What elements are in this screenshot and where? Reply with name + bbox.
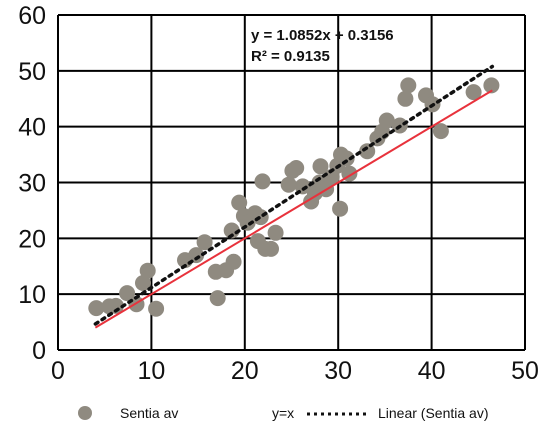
legend-label-yx: y=x bbox=[272, 405, 294, 421]
y-tick-label: 30 bbox=[18, 170, 46, 198]
data-point bbox=[226, 254, 242, 270]
data-point bbox=[148, 301, 164, 317]
x-tick-label: 10 bbox=[137, 357, 165, 385]
data-point bbox=[281, 177, 297, 193]
data-point bbox=[263, 241, 279, 257]
data-point bbox=[268, 225, 284, 241]
trendline-equation: y = 1.0852x + 0.3156 bbox=[251, 27, 394, 44]
x-tick-label: 20 bbox=[231, 357, 259, 385]
series-lines bbox=[95, 66, 492, 327]
legend-label-sentia: Sentia av bbox=[120, 405, 178, 421]
y-tick-label: 10 bbox=[18, 281, 46, 309]
data-point bbox=[210, 290, 226, 306]
data-point bbox=[288, 160, 304, 176]
y-tick-label: 40 bbox=[18, 114, 46, 142]
legend-marker-sentia bbox=[78, 406, 92, 420]
data-point bbox=[140, 263, 156, 279]
linear-trendline bbox=[95, 66, 492, 324]
data-point bbox=[400, 77, 416, 93]
data-point bbox=[397, 91, 413, 107]
x-tick-label: 30 bbox=[324, 357, 352, 385]
data-point bbox=[253, 209, 269, 225]
x-tick-label: 0 bbox=[51, 357, 65, 385]
y-tick-label: 0 bbox=[32, 337, 46, 365]
data-point bbox=[255, 173, 271, 189]
y-tick-label: 50 bbox=[18, 58, 46, 86]
r-squared-label: R² = 0.9135 bbox=[251, 48, 330, 65]
legend: Sentia av y=x Linear (Sentia av) bbox=[78, 405, 489, 421]
y-tick-label: 60 bbox=[18, 2, 46, 30]
x-tick-label: 40 bbox=[418, 357, 446, 385]
x-tick-label: 50 bbox=[511, 357, 539, 385]
y-tick-label: 20 bbox=[18, 225, 46, 253]
data-point bbox=[332, 201, 348, 217]
legend-label-linear: Linear (Sentia av) bbox=[378, 405, 489, 421]
